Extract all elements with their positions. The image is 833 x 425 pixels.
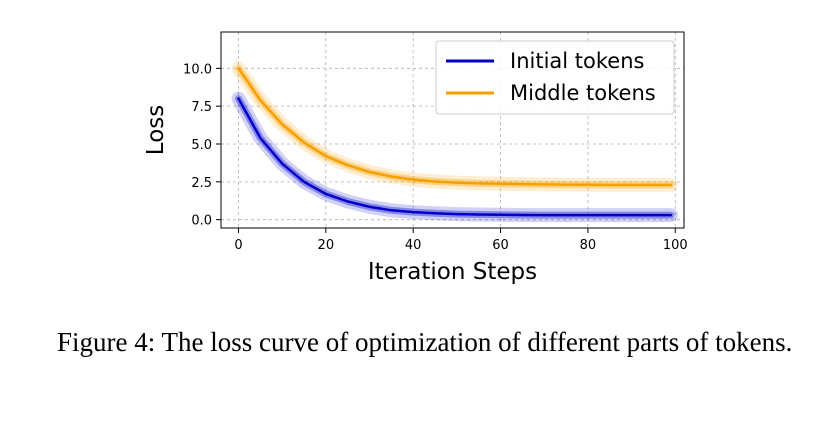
- y-tick-label: 7.5: [191, 100, 212, 115]
- x-tick-label: 20: [318, 238, 335, 253]
- plot-frame: [220, 31, 685, 229]
- series-inner-band-initial-tokens: [235, 95, 675, 219]
- x-tick-label: 80: [580, 238, 597, 253]
- figure-caption: Figure 4: The loss curve of optimization…: [57, 327, 793, 357]
- x-tick-label: 100: [663, 238, 688, 253]
- legend-label-middle-tokens: Middle tokens: [510, 81, 656, 105]
- x-axis-ticks: 0 20 40 60 80 100: [234, 228, 688, 253]
- y-tick-label: 0.0: [191, 214, 212, 229]
- y-tick-label: 2.5: [191, 176, 212, 191]
- series-band-initial-tokens: [231, 91, 678, 223]
- legend: Initial tokens Middle tokens: [435, 40, 675, 115]
- y-tick-label: 5.0: [191, 138, 212, 153]
- loss-chart: 0 20 40 60 80 100 0.0 2.5 5.0 7.5 10.0 Iteration …: [143, 31, 688, 285]
- y-axis-ticks: 0.0 2.5 5.0 7.5 10.0: [183, 62, 221, 229]
- legend-box: [435, 40, 675, 115]
- x-tick-label: 60: [492, 238, 509, 253]
- x-tick-label: 0: [234, 238, 242, 253]
- series-line-middle-tokens: [237, 67, 673, 187]
- y-tick-label: 10.0: [183, 62, 212, 77]
- legend-label-initial-tokens: Initial tokens: [510, 49, 644, 73]
- x-tick-label: 40: [405, 238, 422, 253]
- y-axis-label: Loss: [143, 105, 169, 155]
- series-line-initial-tokens: [237, 97, 673, 217]
- series-lines: [237, 67, 673, 217]
- x-axis-label: Iteration Steps: [368, 259, 537, 285]
